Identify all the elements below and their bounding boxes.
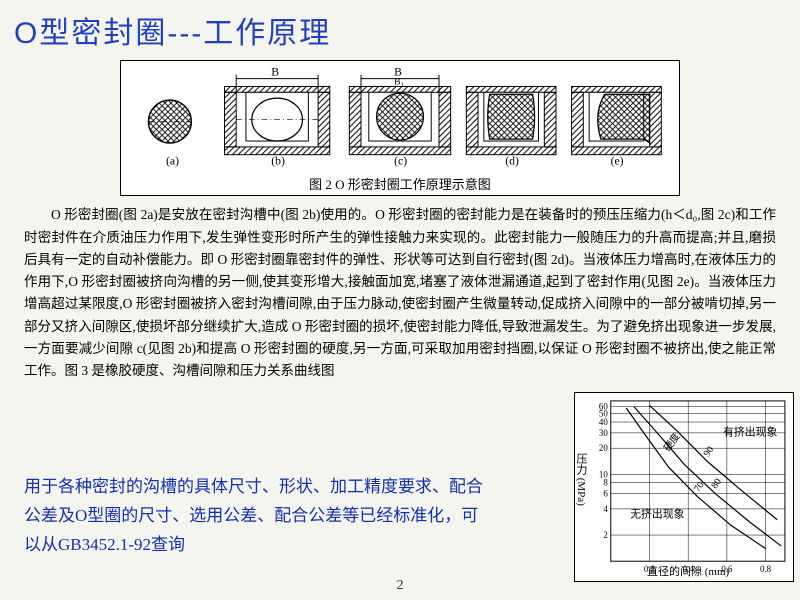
chart-xlabel: 直径的间隙 (mm) [647, 563, 729, 579]
svg-text:0.8: 0.8 [760, 564, 772, 574]
sublabel-d: (d) [505, 154, 519, 167]
svg-text:B₁: B₁ [394, 77, 404, 88]
svg-text:6: 6 [603, 489, 608, 499]
page-number: 2 [397, 578, 404, 594]
hardness-clearance-chart: 压力 (MPa) 24681020304050600.20.40.60.8708… [574, 392, 794, 582]
body-paragraph: O 形密封圈(图 2a)是安放在密封沟槽中(图 2b)使用的。O 形密封圈的密封… [0, 196, 800, 382]
svg-text:60: 60 [599, 402, 608, 412]
svg-text:B: B [271, 66, 279, 79]
svg-text:4: 4 [603, 504, 608, 514]
svg-text:2: 2 [603, 530, 607, 540]
svg-text:无挤出现象: 无挤出现象 [630, 506, 684, 520]
oring-cross-sections: (a) B (b) B B₁ [127, 65, 673, 172]
diagram-caption: 图 2 O 形密封圈工作原理示意图 [127, 174, 673, 193]
svg-text:30: 30 [599, 428, 608, 438]
page-title: O型密封圈---工作原理 [0, 0, 800, 56]
working-principle-diagram: (a) B (b) B B₁ [120, 60, 680, 196]
chart-ylabel: 压力 (MPa) [573, 453, 589, 506]
standardization-note: 用于各种密封的沟槽的具体尺寸、形状、加工精度要求、配合公差及O型圈的尺寸、选用公… [24, 473, 484, 560]
svg-text:20: 20 [599, 443, 608, 453]
svg-text:有挤出现象: 有挤出现象 [723, 424, 777, 438]
sublabel-c: (c) [394, 154, 407, 167]
sublabel-e: (e) [611, 154, 624, 167]
svg-text:10: 10 [599, 469, 608, 479]
sublabel-b: (b) [271, 154, 285, 167]
sublabel-a: (a) [166, 154, 179, 167]
chart-svg: 24681020304050600.20.40.60.8708090有挤出现象无… [575, 393, 793, 581]
